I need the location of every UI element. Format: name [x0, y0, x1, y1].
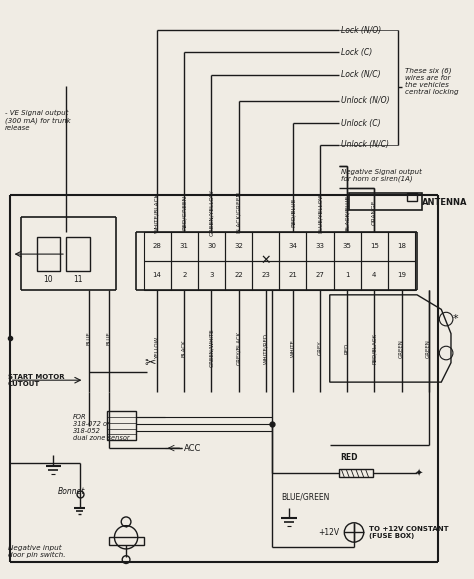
- Text: WHITE/BLACK: WHITE/BLACK: [155, 192, 160, 233]
- Bar: [225, 261, 252, 290]
- Text: 27: 27: [316, 273, 325, 278]
- Bar: [109, 537, 144, 545]
- Text: BLACK/GREEN: BLACK/GREEN: [236, 192, 241, 233]
- Bar: [144, 261, 171, 290]
- Bar: [349, 193, 422, 210]
- Bar: [307, 261, 334, 290]
- Bar: [66, 237, 90, 270]
- Text: 10: 10: [44, 275, 53, 284]
- Text: 35: 35: [343, 243, 352, 250]
- Text: 32: 32: [234, 243, 243, 250]
- Text: - VE Signal output
(300 mA) for trunk
release: - VE Signal output (300 mA) for trunk re…: [5, 110, 71, 131]
- Bar: [37, 237, 60, 270]
- Bar: [334, 232, 361, 261]
- Bar: [334, 261, 361, 290]
- Bar: [307, 232, 334, 261]
- Text: 31: 31: [180, 243, 189, 250]
- Text: RED/BLUE: RED/BLUE: [291, 197, 295, 227]
- Text: BLACK: BLACK: [182, 339, 187, 357]
- Text: FOR
318-072 or
318-052
dual zone sensor: FOR 318-072 or 318-052 dual zone sensor: [73, 414, 129, 441]
- Bar: [198, 232, 225, 261]
- Text: 34: 34: [289, 243, 297, 250]
- Text: Lock (N/O): Lock (N/O): [341, 25, 382, 35]
- Text: Lock (C): Lock (C): [341, 48, 373, 57]
- Text: 33: 33: [316, 243, 325, 250]
- Text: ✕: ✕: [261, 254, 271, 267]
- Bar: [252, 261, 279, 290]
- Text: BLUE: BLUE: [87, 332, 92, 345]
- Text: Unlock (C): Unlock (C): [341, 119, 381, 127]
- Text: ANTENNA: ANTENNA: [422, 198, 467, 207]
- Bar: [171, 232, 198, 261]
- Text: 22: 22: [234, 273, 243, 278]
- Bar: [407, 193, 417, 201]
- Bar: [388, 232, 415, 261]
- Text: Negative Signal output
for horn or siren(1A): Negative Signal output for horn or siren…: [341, 168, 422, 182]
- Text: GREEN/YELLOW: GREEN/YELLOW: [209, 189, 214, 236]
- Text: 2: 2: [182, 273, 186, 278]
- Text: Bonnet: Bonnet: [58, 487, 86, 496]
- Text: GREEN/WHITE: GREEN/WHITE: [209, 329, 214, 368]
- Text: 30: 30: [207, 243, 216, 250]
- Bar: [339, 470, 374, 477]
- Text: BLACK/BLUE: BLACK/BLUE: [345, 195, 350, 230]
- Text: BLUE/GREEN: BLUE/GREEN: [281, 492, 329, 501]
- Text: BLUE/YELLOW: BLUE/YELLOW: [318, 192, 322, 233]
- Text: GREY: GREY: [318, 341, 322, 356]
- Text: WHITE: WHITE: [291, 339, 295, 357]
- Text: ✦: ✦: [415, 468, 423, 478]
- Text: RED: RED: [345, 343, 350, 354]
- Text: START MOTOR
CUTOUT: START MOTOR CUTOUT: [8, 373, 64, 387]
- Text: 23: 23: [261, 273, 270, 278]
- Text: 15: 15: [370, 243, 379, 250]
- Text: RED/GREEN: RED/GREEN: [182, 195, 187, 230]
- Text: These six (6)
wires are for
the vehicles
central locking: These six (6) wires are for the vehicles…: [405, 68, 459, 96]
- Bar: [361, 261, 388, 290]
- Text: ✂: ✂: [145, 356, 156, 370]
- Text: Lock (N/C): Lock (N/C): [341, 70, 381, 79]
- Text: RED/BLACK: RED/BLACK: [372, 333, 377, 364]
- Text: GREEN: GREEN: [399, 339, 404, 358]
- Text: GREY/BLACK: GREY/BLACK: [236, 331, 241, 365]
- Bar: [388, 261, 415, 290]
- Text: GREEN: GREEN: [426, 339, 431, 358]
- Text: 21: 21: [289, 273, 297, 278]
- Text: ACC: ACC: [184, 444, 201, 453]
- Text: TO +12V CONSTANT
(FUSE BOX): TO +12V CONSTANT (FUSE BOX): [369, 526, 448, 539]
- Bar: [361, 232, 388, 261]
- Text: *: *: [453, 314, 458, 324]
- Text: 11: 11: [73, 275, 82, 284]
- Text: 14: 14: [153, 273, 162, 278]
- Text: YELLOW: YELLOW: [155, 337, 160, 359]
- Bar: [171, 261, 198, 290]
- Bar: [198, 261, 225, 290]
- Text: Unlock (N/O): Unlock (N/O): [341, 96, 390, 105]
- Bar: [107, 411, 136, 440]
- Bar: [279, 232, 307, 261]
- Text: RED: RED: [340, 453, 358, 462]
- Bar: [252, 232, 279, 261]
- Text: 28: 28: [153, 243, 162, 250]
- Text: Unlock (N/C): Unlock (N/C): [341, 140, 390, 149]
- Text: 19: 19: [397, 273, 406, 278]
- Text: 3: 3: [209, 273, 214, 278]
- Bar: [144, 232, 171, 261]
- Text: +12V: +12V: [319, 528, 339, 537]
- Text: 4: 4: [372, 273, 376, 278]
- Text: BLUE: BLUE: [106, 332, 111, 345]
- Text: WHITE/RED: WHITE/RED: [263, 332, 268, 364]
- Bar: [279, 261, 307, 290]
- Text: ORANGE: ORANGE: [372, 200, 377, 225]
- Text: 1: 1: [345, 273, 349, 278]
- Bar: [225, 232, 252, 261]
- Text: Negative input
door pin switch.: Negative input door pin switch.: [8, 545, 65, 559]
- Text: 18: 18: [397, 243, 406, 250]
